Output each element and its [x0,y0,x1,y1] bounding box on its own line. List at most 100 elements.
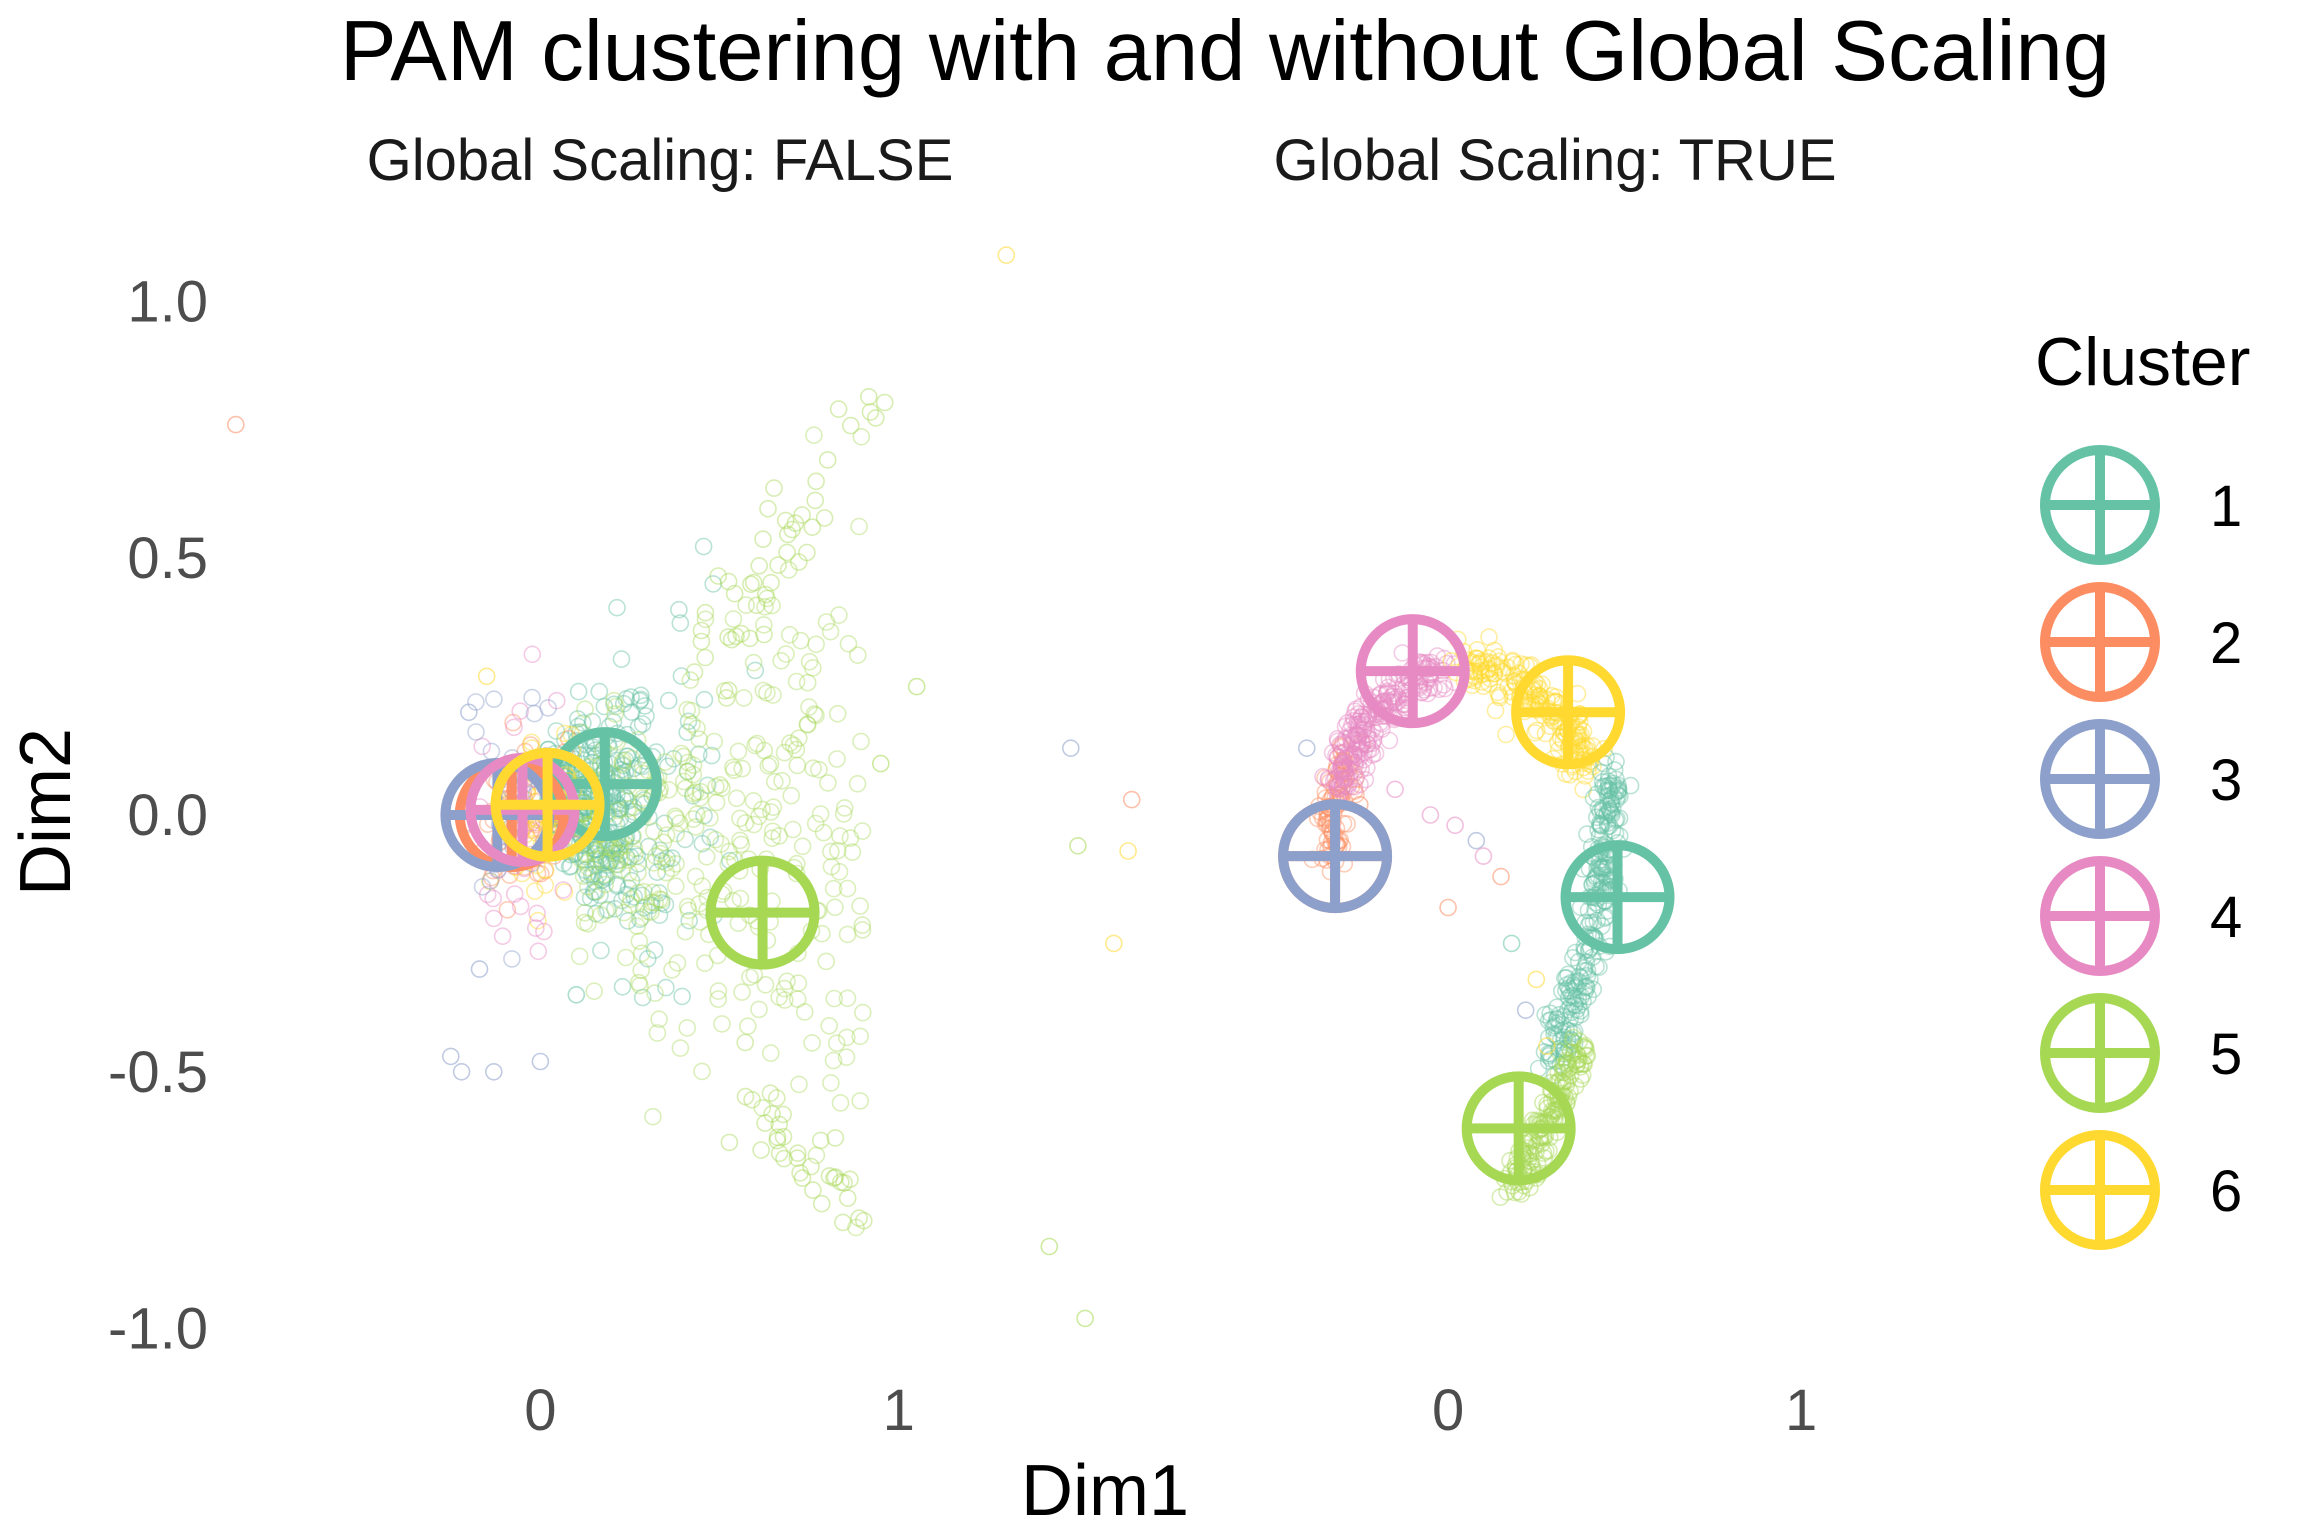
data-point [1366,724,1384,742]
data-point [1335,751,1354,770]
data-point [685,663,704,681]
data-point [1621,776,1640,795]
data-point [1590,857,1608,876]
data-point [1594,858,1612,877]
data-point [1583,948,1602,966]
data-point [1336,734,1354,753]
data-point [482,742,501,761]
data-point [1557,969,1576,987]
data-point [652,894,671,912]
data-point [576,847,595,866]
data-point [719,572,738,591]
data-point [811,805,830,823]
data-point [1349,732,1368,750]
data-point [1576,767,1594,785]
data-point [1330,761,1349,779]
data-point [1040,1237,1059,1256]
data-point [1591,802,1609,820]
data-point [767,1089,786,1107]
y-tick-label: -1.0 [108,1297,208,1362]
data-point [1542,1050,1561,1068]
data-point [1489,648,1507,666]
data-point [1332,758,1350,776]
data-point [686,818,705,836]
data-point [725,761,743,779]
data-point [1333,751,1352,770]
data-point [650,884,668,902]
data-point [590,682,609,701]
data-point [1572,1005,1590,1024]
data-point [1560,981,1579,1000]
data-point [1342,734,1361,752]
data-point [1595,874,1613,892]
data-point [1340,774,1358,793]
data-point [1595,739,1614,758]
y-axis-ticks: 1.0 0.5 0.0 -0.5 -1.0 [108,269,208,1361]
data-point [1496,664,1515,683]
data-point [1335,757,1353,776]
data-point [838,989,857,1008]
data-point [1352,732,1371,751]
data-point [597,901,615,920]
data-point [1334,754,1353,773]
data-point [831,1173,850,1191]
data-point [1480,628,1498,646]
data-point [679,901,698,920]
data-point [610,844,629,863]
data-point [835,799,854,817]
data-point [539,699,557,717]
data-point [1527,1136,1545,1155]
data-point [747,596,766,615]
data-point [591,886,609,905]
data-point [585,845,604,863]
data-point [853,822,872,840]
data-point [683,715,701,734]
data-point [727,627,745,646]
data-point [825,989,844,1008]
data-point [596,865,614,884]
data-point [1599,767,1618,786]
data-point [1566,973,1584,991]
data-point [815,509,834,527]
data-point [1579,987,1597,1006]
data-point [1345,731,1364,750]
data-point [834,805,853,823]
data-point [1540,1047,1558,1065]
data-point [1069,836,1087,855]
data-point [686,867,705,886]
data-point [1345,744,1363,763]
data-point [871,754,890,773]
data-point [587,882,606,901]
y-tick-label: 0.0 [127,783,208,848]
data-point [473,737,492,756]
data-point [1587,867,1605,886]
data-point [598,900,617,919]
data-point [1604,774,1622,793]
data-point [1577,1047,1595,1065]
data-point [1600,781,1619,800]
data-point [1341,756,1360,774]
data-point [859,387,878,406]
data-point [1609,782,1627,801]
data-point [619,792,637,810]
data-point [673,987,691,1006]
data-point [635,882,653,901]
data-point [620,895,639,914]
data-point [592,941,610,960]
data-point [731,889,750,908]
data-point [656,895,675,914]
data-point [731,831,749,850]
data-point [1555,1045,1574,1063]
legend-key-5 [2040,993,2160,1113]
data-point [724,758,742,777]
data-point [1345,711,1363,730]
data-point [841,416,860,435]
data-point [768,1128,787,1147]
data-point [853,916,872,934]
data-point [1604,799,1622,818]
data-point [761,1084,780,1102]
data-point [758,589,776,608]
data-point [1594,801,1612,820]
data-point [616,751,635,769]
